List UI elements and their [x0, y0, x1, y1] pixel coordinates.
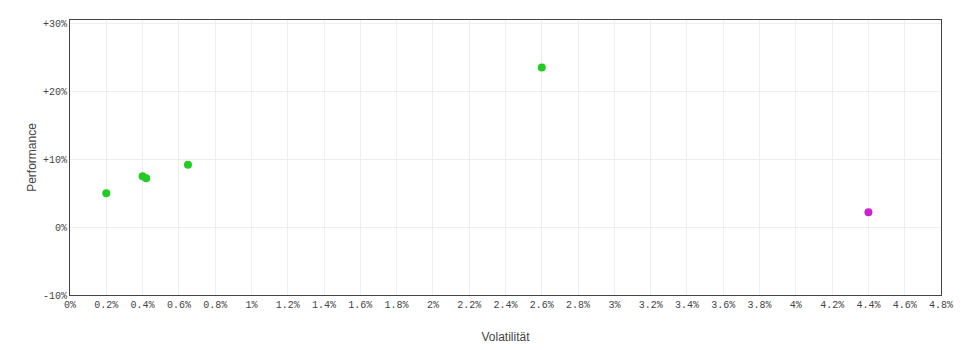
svg-text:4.2%: 4.2% [820, 300, 844, 311]
svg-text:0.4%: 0.4% [131, 300, 155, 311]
svg-text:3.4%: 3.4% [675, 300, 699, 311]
svg-text:1.2%: 1.2% [276, 300, 300, 311]
svg-text:1%: 1% [245, 300, 257, 311]
svg-text:1.4%: 1.4% [312, 300, 336, 311]
svg-text:0.8%: 0.8% [203, 300, 227, 311]
svg-text:4%: 4% [790, 300, 802, 311]
svg-text:4.4%: 4.4% [856, 300, 880, 311]
svg-text:3.2%: 3.2% [639, 300, 663, 311]
svg-text:1.6%: 1.6% [348, 300, 372, 311]
svg-text:1.8%: 1.8% [385, 300, 409, 311]
svg-text:+10%: +10% [43, 155, 67, 166]
svg-text:3%: 3% [608, 300, 620, 311]
svg-text:4.8%: 4.8% [929, 300, 953, 311]
svg-text:Volatilität: Volatilität [481, 330, 530, 344]
svg-text:2%: 2% [427, 300, 439, 311]
svg-text:Performance: Performance [25, 123, 39, 192]
svg-text:3.6%: 3.6% [711, 300, 735, 311]
svg-text:2.4%: 2.4% [493, 300, 517, 311]
svg-text:0%: 0% [64, 300, 76, 311]
svg-text:+20%: +20% [43, 87, 67, 98]
svg-text:0.2%: 0.2% [94, 300, 118, 311]
svg-text:-10%: -10% [43, 291, 67, 302]
svg-text:2.6%: 2.6% [530, 300, 554, 311]
svg-text:3.8%: 3.8% [748, 300, 772, 311]
svg-text:4.6%: 4.6% [893, 300, 917, 311]
svg-text:0.6%: 0.6% [167, 300, 191, 311]
svg-text:2.8%: 2.8% [566, 300, 590, 311]
svg-text:0%: 0% [55, 223, 67, 234]
svg-text:2.2%: 2.2% [457, 300, 481, 311]
svg-text:+30%: +30% [43, 19, 67, 30]
